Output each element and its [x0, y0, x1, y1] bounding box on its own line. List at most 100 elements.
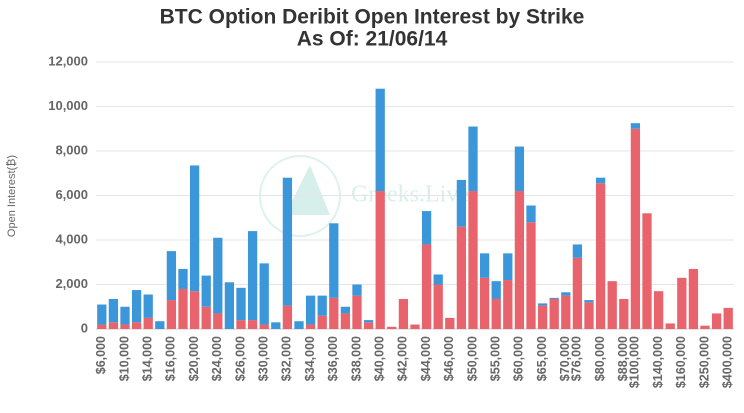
x-tick-label: $32,000: [280, 336, 294, 381]
bar-segment: [468, 191, 478, 329]
y-tick-label: 6,000: [55, 187, 88, 202]
bar-segment: [352, 284, 362, 296]
bar-segment: [595, 177, 606, 184]
bar-segment: [317, 295, 327, 316]
bar-segment: [561, 292, 571, 296]
chart-title: BTC Option Deribit Open Interest by Stri…: [160, 6, 585, 29]
x-tick-label: $160,000: [674, 336, 688, 388]
y-tick-label: 8,000: [55, 142, 88, 157]
x-tick-label: $14,000: [140, 336, 154, 381]
bar-segment: [479, 277, 490, 329]
x-tick-label: $50,000: [465, 336, 479, 381]
bar-segment: [189, 291, 200, 329]
bar-segment: [329, 223, 339, 298]
bar-segment: [352, 295, 362, 329]
x-tick-label: $80,000: [593, 336, 607, 381]
bar-segment: [155, 321, 165, 329]
bar-segment: [526, 205, 536, 223]
bar-segment: [456, 179, 467, 227]
x-tick-label: $60,000: [512, 336, 526, 381]
y-tick-label: 0: [81, 320, 88, 335]
bar-segment: [514, 191, 525, 329]
bar-segment: [329, 297, 339, 329]
x-tick-label: $40,000: [372, 336, 386, 381]
x-tick-label: $44,000: [419, 336, 433, 381]
bar-segment: [143, 317, 153, 329]
bar-segment: [236, 287, 246, 321]
bar-segment: [491, 281, 501, 299]
bar-segment: [665, 323, 675, 329]
bar-segment: [561, 295, 571, 329]
bar-segment: [700, 325, 710, 329]
bar-segment: [224, 282, 235, 329]
bar-segment: [120, 306, 130, 325]
bar-segment: [642, 213, 652, 329]
bar-segment: [723, 307, 733, 329]
bar-segment: [236, 320, 246, 329]
bar-segment: [584, 300, 594, 303]
x-tick-label: $100,000: [628, 336, 642, 388]
bar-segment: [537, 305, 548, 329]
x-tick-label: $76,000: [570, 336, 584, 381]
bar-segment: [653, 291, 664, 329]
bar-segment: [595, 183, 606, 329]
x-tick-label: $16,000: [164, 336, 178, 381]
bar-segment: [305, 295, 316, 325]
bar-segment: [97, 304, 107, 325]
bar-segment: [305, 324, 316, 329]
bar-segment: [421, 211, 432, 245]
bar-segment: [433, 274, 443, 285]
bar-segment: [131, 290, 142, 323]
bar-segment: [282, 177, 293, 306]
x-tick-label: $36,000: [326, 336, 340, 381]
y-tick-label: 10,000: [48, 98, 88, 113]
bar-segment: [97, 324, 107, 329]
bar-segment: [503, 253, 513, 281]
bar-segment: [468, 126, 478, 192]
bar-segment: [630, 123, 641, 129]
x-tick-label: $140,000: [651, 336, 665, 388]
y-tick-label: 2,000: [55, 276, 88, 291]
bar-segment: [421, 244, 432, 329]
bar-segment: [677, 277, 687, 329]
bar-segment: [375, 191, 385, 329]
x-tick-label: $34,000: [303, 336, 317, 381]
bar-segment: [247, 320, 258, 329]
bar-segment: [387, 326, 397, 329]
watermark: Greeks.Live: [351, 182, 469, 208]
y-axis-label: Open Interest(₿): [6, 155, 18, 237]
bar-segment: [410, 324, 420, 329]
bar-segment: [549, 297, 559, 299]
x-tick-label: $250,000: [697, 336, 711, 388]
bar-segment: [526, 222, 536, 329]
x-tick-label: $24,000: [210, 336, 224, 381]
bar-segment: [143, 294, 153, 318]
bar-segment: [282, 305, 293, 329]
x-tick-label: $400,000: [720, 336, 734, 388]
bar-segment: [572, 244, 583, 258]
bar-segment: [398, 298, 409, 329]
x-tick-label: $88,000: [616, 336, 630, 381]
bar-segment: [247, 231, 258, 321]
x-tick-label: $20,000: [187, 336, 201, 381]
bar-segment: [630, 128, 641, 329]
bar-segment: [166, 300, 177, 329]
x-tick-label: $55,000: [488, 336, 502, 381]
bar-segment: [619, 298, 629, 329]
x-tick-label: $42,000: [396, 336, 410, 381]
bar-segment: [201, 275, 211, 307]
bar-segment: [213, 313, 223, 329]
bar-segment: [514, 146, 525, 192]
bar-segment: [108, 298, 119, 323]
bar-segment: [294, 321, 304, 329]
x-tick-label: $46,000: [442, 336, 456, 381]
bar-segment: [363, 322, 374, 329]
bar-segment: [178, 268, 188, 289]
bar-segment: [131, 322, 142, 329]
y-tick-label: 12,000: [48, 53, 88, 68]
x-tick-label: $30,000: [256, 336, 270, 381]
bar-segment: [572, 257, 583, 329]
y-tick-label: 4,000: [55, 231, 88, 246]
bar-segment: [317, 315, 327, 329]
